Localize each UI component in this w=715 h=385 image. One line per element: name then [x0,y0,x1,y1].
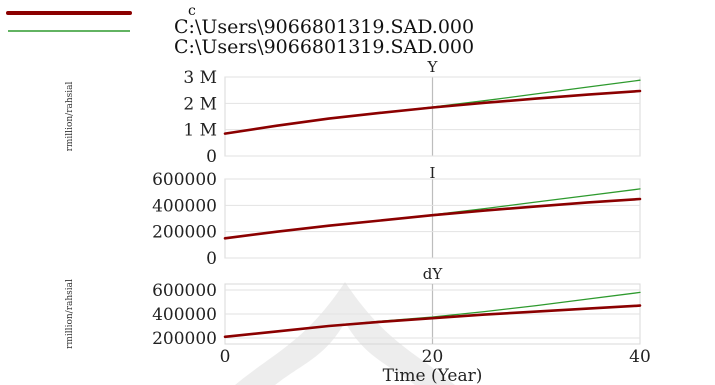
y-tick-label-2-1: 0 [206,249,217,269]
y-axis-label-3: rmillion/rahsial [65,279,75,349]
chart-title-3: dY [423,265,444,283]
y-tick-label-1-1: 0 [206,147,217,167]
y-tick-label-2-3: 400000 [152,196,217,216]
series-line-2-1 [223,197,642,240]
legend-swatches [6,11,132,32]
x-tick-label-1: 0 [220,347,231,367]
y-tick-label-3-1: 200000 [152,329,217,349]
x-axis-label: Time (Year) [383,366,483,385]
y-tick-label-2-4: 600000 [152,170,217,190]
watermark-crest-icon [235,282,455,385]
legend-header: c [188,3,196,19]
y-tick-label-1-3: 2 M [183,94,217,114]
y-tick-label-1-4: 3 M [183,68,217,88]
y-tick-label-2-2: 200000 [152,223,217,243]
legend-label-series-1: C:\Users\9066801319.SAD.000 [174,16,475,38]
x-tick-label-3: 40 [629,347,651,367]
x-tick-label-2: 20 [422,347,444,367]
legend-label-series-2: C:\Users\9066801319.SAD.000 [174,36,475,58]
chart-title-1: Y [427,58,439,76]
y-tick-label-1-2: 1 M [183,121,217,141]
y-tick-label-3-3: 600000 [152,281,217,301]
y-tick-label-3-2: 400000 [152,305,217,325]
series-line-1-1 [223,89,642,135]
y-axis-label-1: rmillion/rahsial [65,81,75,151]
series-line-3-1 [223,304,642,339]
chart-title-2: I [430,164,436,182]
